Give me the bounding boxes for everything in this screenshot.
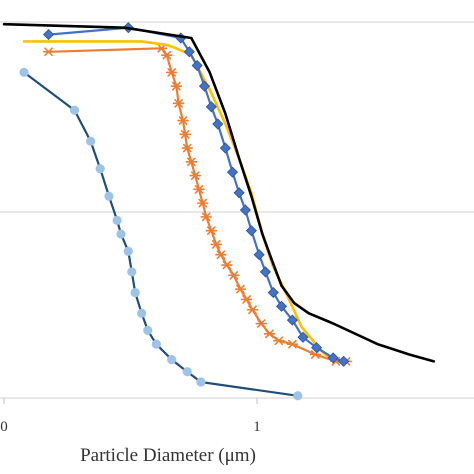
series-0-point-5	[112, 215, 122, 225]
series-3-point-3	[183, 46, 195, 58]
series-3-line	[47, 26, 345, 363]
series-3-point-19	[311, 342, 323, 354]
series-3-point-16	[275, 300, 288, 312]
series-1-point-4	[170, 81, 183, 91]
series-1-point-2	[160, 50, 173, 60]
series-1-point-15	[210, 240, 223, 249]
series-1-point-25	[286, 339, 299, 349]
series-0-point-7	[123, 246, 133, 256]
series-0-line	[22, 71, 299, 397]
series-0-point-3	[95, 164, 105, 174]
series-1-point-3	[165, 68, 178, 77]
series-1-point-6	[177, 116, 189, 125]
series-0-point-9	[130, 287, 140, 298]
series-0-point-12	[151, 339, 161, 349]
series-1-point-10	[189, 171, 202, 180]
series-0-point-13	[167, 355, 177, 365]
series-1-point-24	[273, 336, 285, 346]
series-3-point-8	[219, 142, 231, 154]
series-3-point-13	[253, 249, 265, 261]
series-3	[42, 22, 350, 367]
series-1-point-20	[240, 295, 253, 304]
series-1-point-23	[263, 329, 276, 339]
series-0-point-6	[116, 229, 126, 239]
series-0-point-14	[182, 367, 192, 377]
series-1-point-22	[255, 319, 268, 328]
series-3-point-9	[226, 166, 239, 178]
series-1-point-19	[234, 284, 247, 294]
x-tick-label-1: 1	[253, 419, 261, 435]
x-tick-label-0: 0	[0, 419, 8, 435]
series-3-point-17	[286, 314, 298, 326]
series-3-point-6	[205, 101, 217, 113]
series-1	[42, 43, 352, 366]
series-3-point-14	[259, 266, 272, 278]
series-3-point-7	[212, 118, 224, 130]
series-1-point-8	[181, 143, 194, 153]
gridlines	[0, 21, 474, 399]
series-1-point-0	[42, 47, 55, 57]
series-1-point-14	[205, 226, 218, 235]
axes	[3, 398, 258, 404]
series-1-point-11	[193, 185, 205, 194]
series-1-point-26	[309, 350, 322, 359]
series-3-point-4	[191, 59, 203, 72]
series-0	[19, 67, 303, 401]
series-3-point-10	[233, 187, 245, 199]
series-0-point-8	[127, 267, 137, 277]
series-3-point-20	[327, 352, 339, 364]
series-1-line	[47, 47, 348, 363]
series-3-point-21	[338, 355, 350, 367]
series-3-point-11	[239, 204, 251, 216]
series-0-point-4	[104, 191, 114, 201]
series-1-point-21	[246, 305, 259, 315]
series-3-point-12	[245, 225, 257, 237]
series-1-point-18	[228, 271, 240, 280]
series-0-point-1	[69, 105, 80, 115]
series-0-point-2	[86, 136, 96, 146]
series-1-point-1	[155, 43, 168, 53]
series-1-point-5	[172, 99, 185, 108]
series-3-point-18	[297, 331, 309, 343]
series-3-point-5	[198, 80, 211, 92]
series-0-point-16	[293, 391, 303, 401]
series-layer	[2, 22, 436, 401]
x-axis-title: Particle Diameter (μm)	[80, 445, 256, 466]
series-3-point-0	[42, 28, 55, 41]
series-1-point-16	[215, 250, 227, 260]
series-1-point-7	[179, 129, 191, 139]
series-3-point-15	[267, 286, 279, 299]
series-4	[2, 22, 436, 363]
series-0-point-15	[196, 377, 206, 387]
series-0-point-11	[143, 325, 153, 335]
series-4-line	[2, 22, 436, 363]
series-1-point-13	[200, 212, 213, 222]
series-1-point-9	[185, 157, 198, 167]
series-1-point-17	[221, 260, 233, 270]
series-0-point-10	[137, 308, 147, 318]
series-0-point-0	[19, 67, 29, 77]
series-1-point-12	[196, 198, 209, 208]
